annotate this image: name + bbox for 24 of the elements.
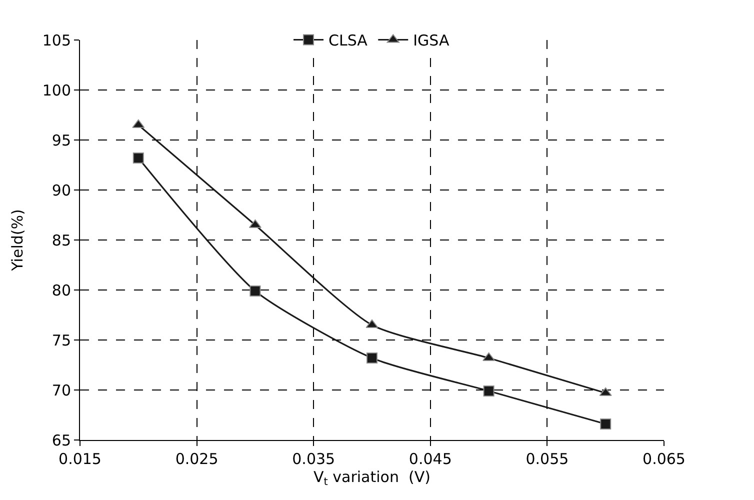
y-tick-label: 90 xyxy=(52,181,71,200)
y-tick-label: 100 xyxy=(42,81,71,100)
point xyxy=(600,418,612,430)
y-tick-label: 80 xyxy=(52,281,71,300)
x-tick-label: 0.065 xyxy=(642,450,686,468)
x-axis-title: V$_{t}$ variation (V) xyxy=(314,468,430,488)
x-tick-label: 0.035 xyxy=(292,450,336,468)
y-axis-title: Yield(%) xyxy=(8,209,27,272)
y-tick-label: 65 xyxy=(52,431,71,450)
point xyxy=(483,386,494,396)
point xyxy=(250,286,261,296)
y-tick-label: 95 xyxy=(52,131,71,150)
x-tick-label: 0.015 xyxy=(58,450,102,468)
y-tick-label: 105 xyxy=(42,31,71,50)
y-tick-label: 85 xyxy=(52,231,71,250)
legend-label: CLSA xyxy=(328,32,368,50)
x-tick-label: 0.045 xyxy=(408,450,452,468)
legend-label: IGSA xyxy=(413,32,450,50)
x-tick-label: 0.055 xyxy=(526,450,569,468)
point xyxy=(366,352,378,364)
y-tick-label: 75 xyxy=(52,331,71,350)
y-tick-label: 70 xyxy=(52,381,71,400)
x-tick-label: 0.025 xyxy=(175,450,218,468)
point xyxy=(132,152,144,164)
